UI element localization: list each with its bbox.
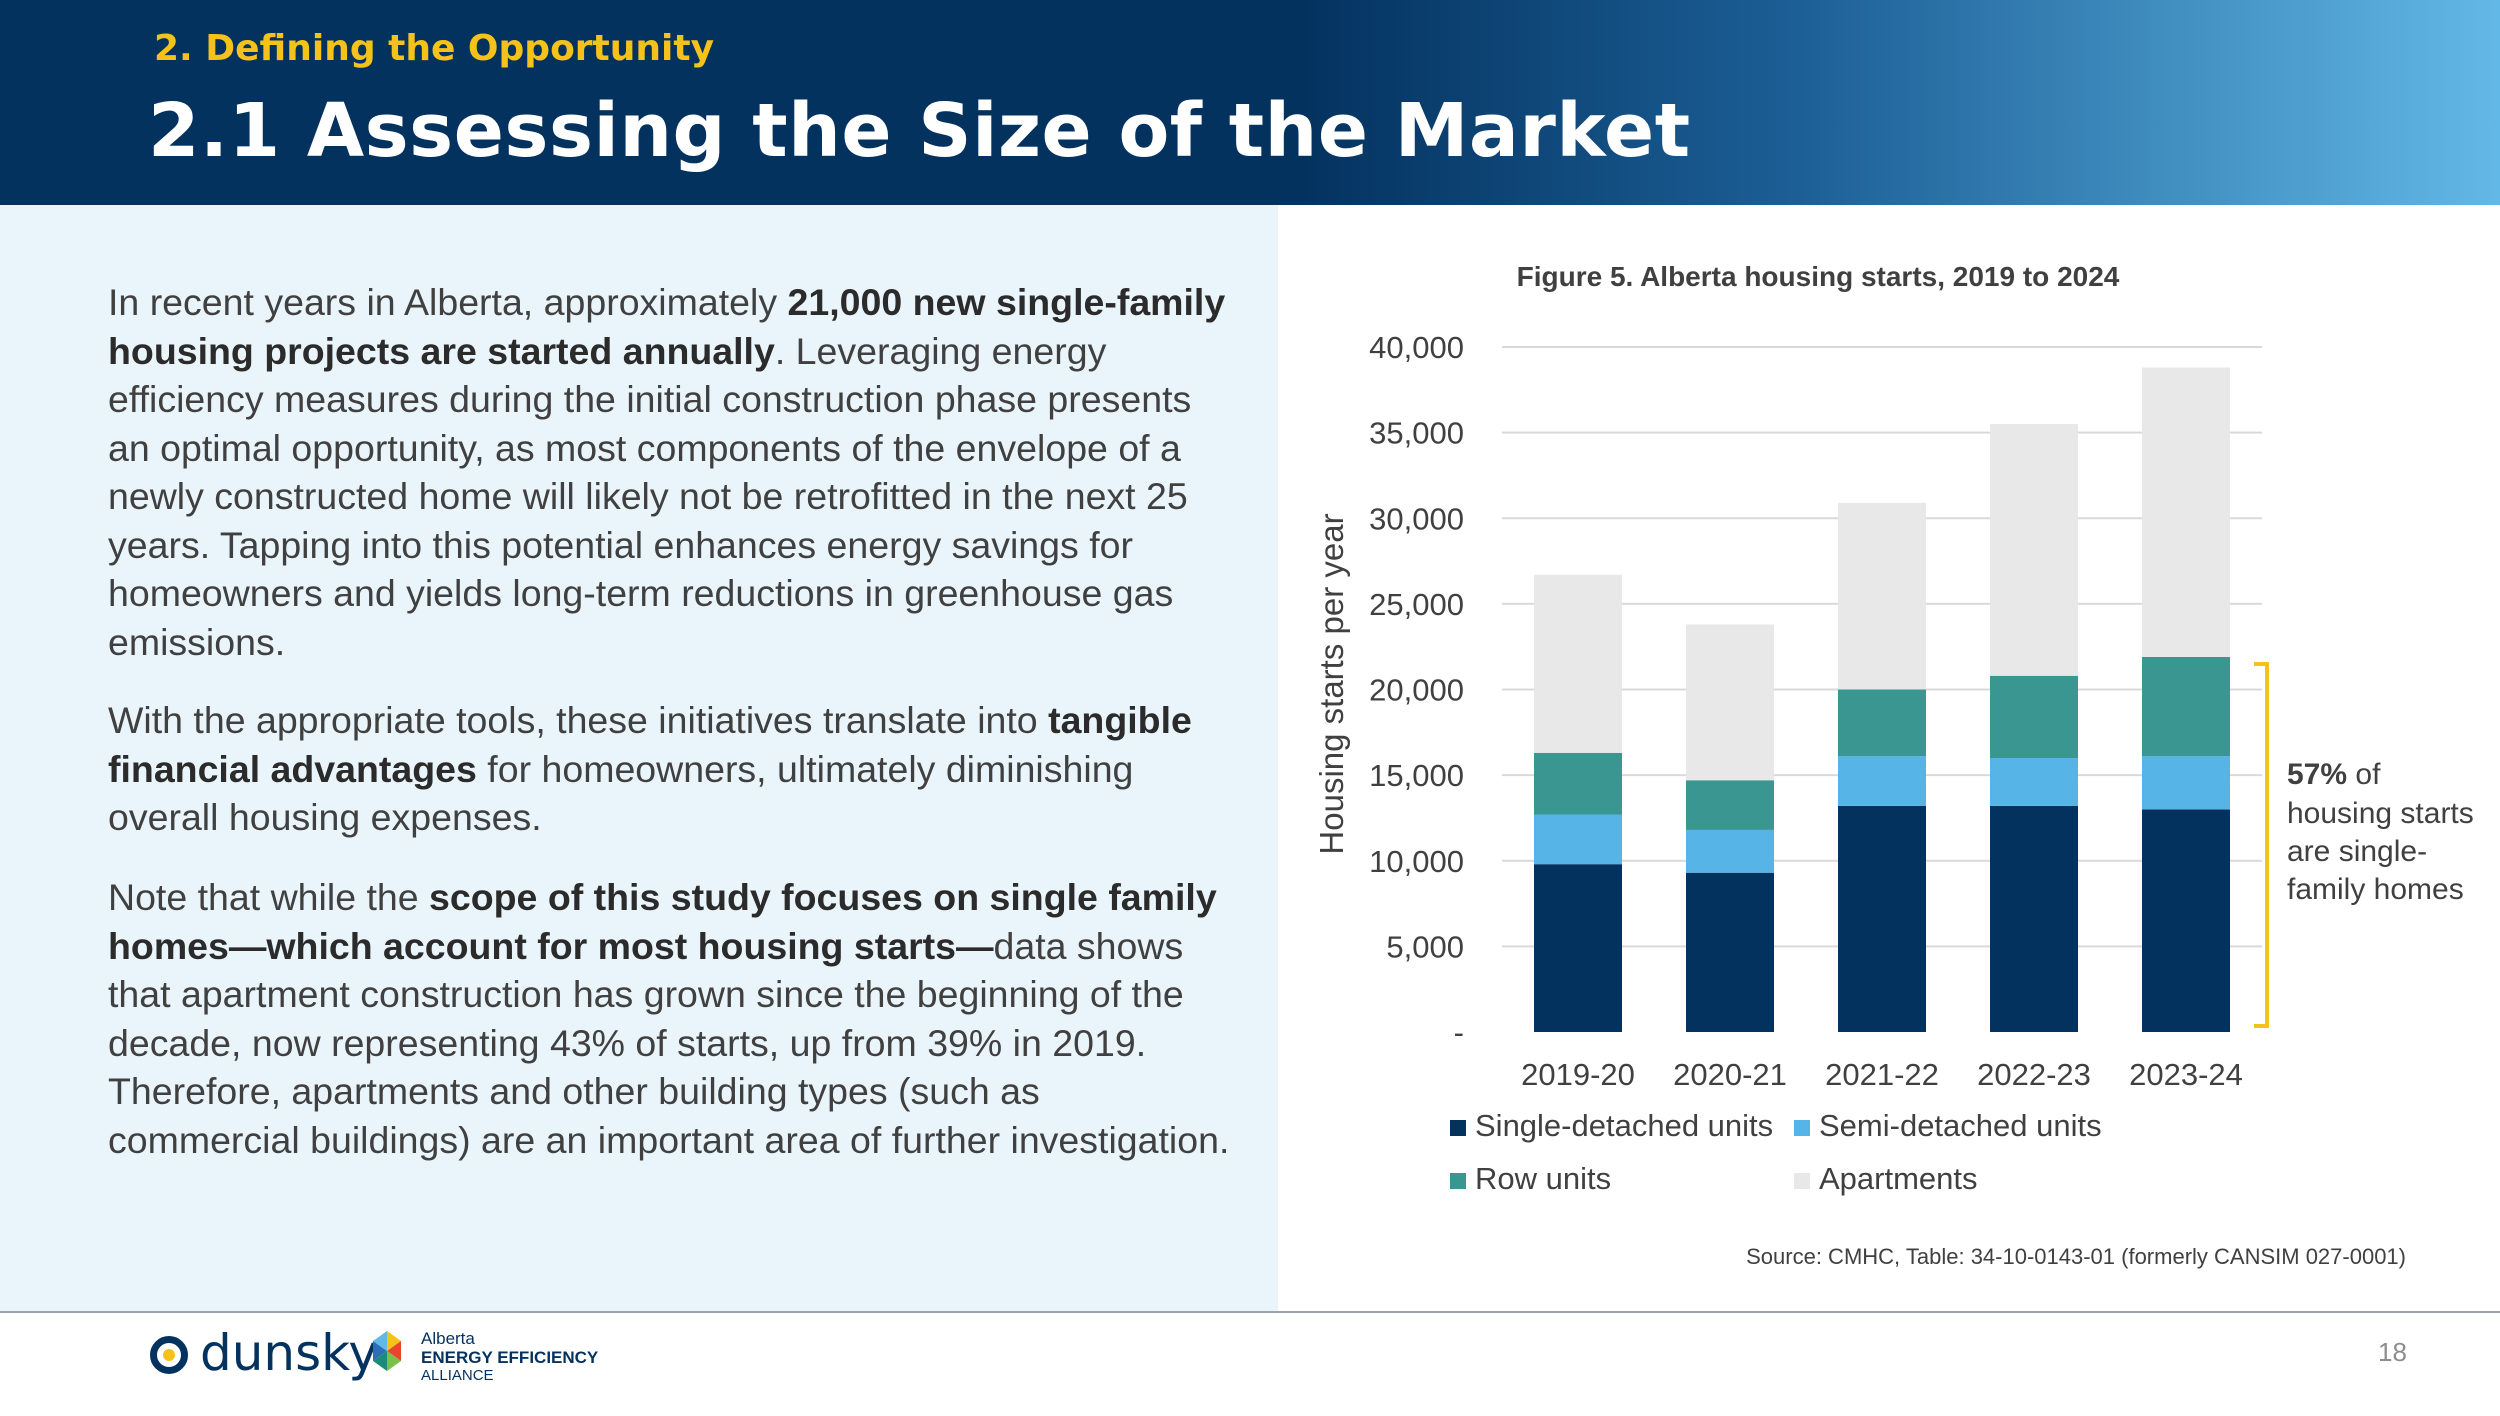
bar-segment: [1686, 872, 1774, 1032]
x-tick-label: 2021-22: [1825, 1057, 1939, 1092]
text-panel: [0, 205, 1278, 1311]
text-run-2: . Leveraging energy efficiency measures …: [108, 329, 1192, 663]
bar-segment: [2142, 367, 2230, 657]
bar-segment: [1534, 864, 1622, 1032]
x-axis-ticks: 2019-20 2020-21 2021-22 2022-23 2023-24: [1521, 1057, 2243, 1092]
x-tick-label: 2023-24: [2129, 1057, 2243, 1092]
y-axis-label: Housing starts per year: [1313, 513, 1350, 854]
legend-swatch: [1450, 1173, 1466, 1189]
text-run-2: data shows that apartment construction h…: [108, 924, 1230, 1161]
slide-title: 2.1 Assessing the Size of the Market: [148, 88, 1691, 174]
footer-divider: [0, 1311, 2500, 1313]
annotation-bold: 57%: [2287, 758, 2347, 791]
legend-swatch: [1794, 1173, 1810, 1189]
housing-starts-chart: Figure 5. Alberta housing starts, 2019 t…: [1313, 261, 2482, 1269]
annotation-rest-1: of: [2347, 758, 2381, 791]
text-run-0: In recent years in Alberta, approximatel…: [108, 281, 788, 323]
bar-segment: [1686, 624, 1774, 781]
bold-run-1: scope of this study focuses on single fa…: [108, 876, 1217, 967]
bold-run-1: tangible financial advantages: [108, 699, 1192, 790]
annotation-text: 57% of housing starts are single- family…: [2287, 758, 2482, 906]
bar-segment: [1534, 814, 1622, 865]
x-tick-label: 2019-20: [1521, 1057, 1635, 1092]
y-tick-label: 20,000: [1369, 673, 1464, 708]
body-paragraph-1: In recent years in Alberta, approximatel…: [108, 278, 1233, 666]
bar-segment: [2142, 656, 2230, 757]
bar-segment: [1838, 502, 1926, 690]
text-run-2: for homeowners, ultimately diminishing o…: [108, 747, 1134, 839]
x-tick-label: 2022-23: [1977, 1057, 2091, 1092]
y-tick-label: 35,000: [1369, 416, 1464, 451]
legend-label: Apartments: [1819, 1161, 1978, 1196]
legend-label: Single-detached units: [1475, 1108, 1773, 1143]
header-banner: 2. Defining the Opportunity 2.1 Assessin…: [0, 0, 2500, 205]
chart-source: Source: CMHC, Table: 34-10-0143-01 (form…: [1746, 1244, 2406, 1269]
annotation-rest-4: family homes: [2287, 873, 2464, 906]
bold-run-1: 21,000 new single-family housing project…: [108, 281, 1226, 372]
bar-segment: [1534, 574, 1622, 753]
bar-segment: [1838, 756, 1926, 806]
body-paragraph-2: With the appropriate tools, these initia…: [108, 696, 1233, 842]
page-number: 18: [2378, 1337, 2407, 1367]
y-tick-label: 30,000: [1369, 501, 1464, 536]
bar-segment: [2142, 809, 2230, 1032]
text-run-0: Note that while the: [108, 876, 430, 918]
aeea-logo-mark: [373, 1331, 401, 1371]
dunsky-logo-mark: [150, 1336, 188, 1374]
section-label: 2. Defining the Opportunity: [154, 28, 715, 69]
bars: [1534, 367, 2230, 1032]
bar-segment: [1838, 689, 1926, 757]
dunsky-logo-text: dunsky: [200, 1324, 378, 1382]
bar-segment: [1990, 758, 2078, 806]
y-tick-label: -: [1454, 1015, 1464, 1050]
aeea-logo: Alberta ENERGY EFFICIENCY ALLIANCE: [365, 1325, 625, 1385]
legend-swatch: [1794, 1120, 1810, 1136]
y-tick-label: 40,000: [1369, 330, 1464, 365]
chart-title: Figure 5. Alberta housing starts, 2019 t…: [1517, 261, 2120, 292]
annotation-rest-3: are single-: [2287, 835, 2427, 868]
bar-segment: [1534, 752, 1622, 815]
legend-label: Row units: [1475, 1161, 1611, 1196]
x-tick-label: 2020-21: [1673, 1057, 1787, 1092]
text-run-0: With the appropriate tools, these initia…: [108, 699, 1049, 741]
bar-segment: [1990, 805, 2078, 1032]
bar-segment: [1990, 675, 2078, 758]
annotation-bracket: [2254, 662, 2269, 1028]
aeea-line-3: ALLIANCE: [421, 1367, 494, 1384]
aeea-line-2: ENERGY EFFICIENCY: [421, 1348, 599, 1367]
y-tick-label: 25,000: [1369, 587, 1464, 622]
y-tick-label: 10,000: [1369, 844, 1464, 879]
y-tick-label: 5,000: [1386, 929, 1464, 964]
legend-swatch: [1450, 1120, 1466, 1136]
bar-segment: [1686, 829, 1774, 873]
annotation-rest-2: housing starts: [2287, 797, 2474, 830]
legend: Single-detached units Semi-detached units…: [1450, 1108, 2102, 1196]
bar-segment: [1990, 424, 2078, 676]
aeea-line-1: Alberta: [421, 1329, 475, 1348]
legend-label: Semi-detached units: [1819, 1108, 2102, 1143]
y-tick-label: 15,000: [1369, 758, 1464, 793]
bar-segment: [1838, 805, 1926, 1032]
bar-segment: [2142, 756, 2230, 810]
body-paragraph-3: Note that while the scope of this study …: [108, 873, 1233, 1164]
y-axis-ticks: - 5,000 10,000 15,000 20,000 25,000 30,000 35,0…: [1369, 330, 1464, 1050]
bar-segment: [1686, 780, 1774, 830]
